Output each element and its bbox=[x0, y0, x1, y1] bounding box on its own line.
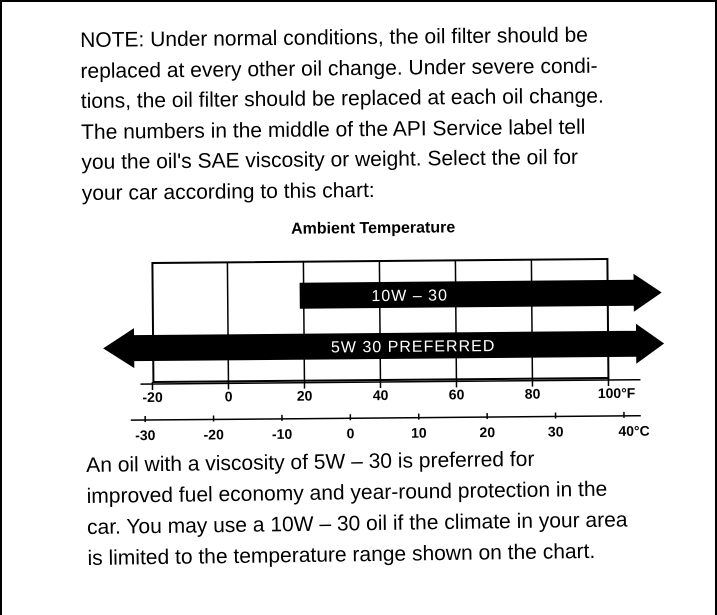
f-tick-label: 60 bbox=[449, 386, 465, 402]
grid-line bbox=[454, 260, 458, 380]
f-tick-label: 20 bbox=[297, 388, 313, 404]
bar-10w30 bbox=[299, 273, 662, 312]
f-tick-label: 100°F bbox=[598, 385, 636, 401]
f-tick-label: 80 bbox=[525, 386, 541, 402]
bar-5w30 bbox=[103, 323, 665, 369]
grid-line bbox=[226, 262, 230, 382]
bars: 10W – 30 5W 30 PREFERRED bbox=[103, 273, 665, 369]
f-tick-label: 0 bbox=[225, 388, 233, 404]
c-tick-label: -30 bbox=[135, 427, 156, 443]
c-tick-label: 20 bbox=[479, 424, 495, 440]
c-tick-label: -20 bbox=[204, 426, 225, 442]
c-tick-label: 40°C bbox=[618, 423, 649, 439]
f-axis-line bbox=[140, 378, 641, 385]
grid-lines bbox=[226, 259, 534, 382]
c-axis-line bbox=[130, 414, 641, 421]
c-tick-label: -10 bbox=[272, 426, 293, 442]
grid-line bbox=[302, 261, 306, 381]
c-tick-label: 10 bbox=[411, 425, 427, 441]
f-tick-label: -20 bbox=[142, 389, 163, 405]
bottom-paragraph: An oil with a viscosity of 5W – 30 is pr… bbox=[86, 441, 713, 574]
bar-label-10w30: 10W – 30 bbox=[371, 287, 448, 305]
grid-line bbox=[378, 260, 382, 381]
fahrenheit-axis: -20 0 20 40 60 80 100°F bbox=[140, 378, 641, 405]
celsius-axis: -30 -20 -10 0 10 20 30 40°C bbox=[130, 411, 650, 443]
f-tick-label: 40 bbox=[373, 387, 389, 403]
c-tick-label: 0 bbox=[347, 425, 355, 441]
c-tick-label: 30 bbox=[548, 423, 564, 439]
chart-title: Ambient Temperature bbox=[291, 219, 455, 237]
grid-line bbox=[530, 259, 534, 379]
bar-label-5w30: 5W 30 PREFERRED bbox=[331, 338, 496, 356]
